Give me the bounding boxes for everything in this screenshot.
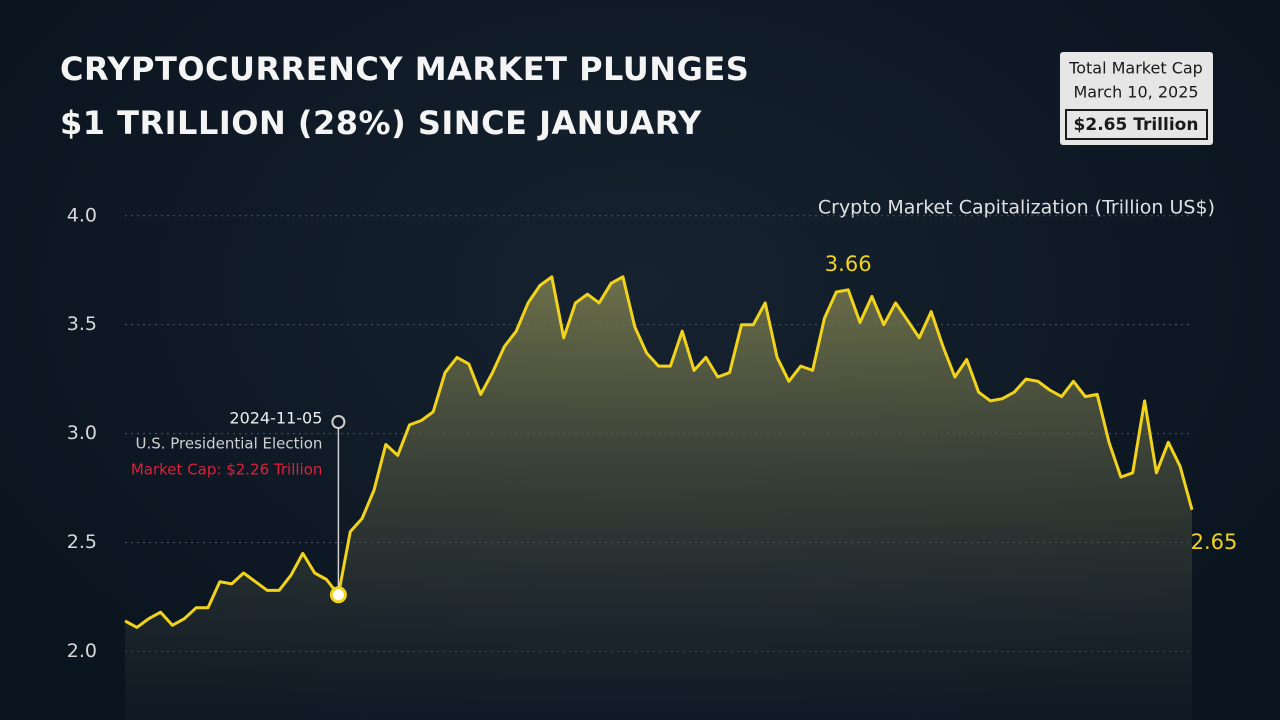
info-box: Total Market Cap March 10, 2025 $2.65 Tr… bbox=[1060, 52, 1213, 145]
annotation-event: U.S. Presidential Election bbox=[135, 435, 322, 453]
data-label: 2.65 bbox=[1191, 530, 1238, 554]
info-box-bg bbox=[1060, 52, 1213, 145]
info-title: Total Market Cap bbox=[1068, 59, 1203, 78]
info-value-frame bbox=[1065, 109, 1208, 140]
area bbox=[125, 276, 1192, 720]
info-date: March 10, 2025 bbox=[1073, 83, 1198, 102]
y-axis-label: Crypto Market Capitalization (Trillion U… bbox=[818, 197, 1215, 219]
y-tick-label: 2.0 bbox=[67, 640, 97, 662]
chart-title: CRYPTOCURRENCY MARKET PLUNGES $1 TRILLIO… bbox=[60, 50, 750, 142]
info-value: $2.65 Trillion bbox=[1074, 115, 1199, 135]
y-tick-label: 3.0 bbox=[67, 422, 97, 444]
y-tick-label: 3.5 bbox=[67, 313, 97, 335]
line bbox=[124, 275, 1194, 629]
annotation-dot bbox=[331, 415, 346, 429]
y-tick-label: 4.0 bbox=[67, 204, 97, 226]
annotation-date: 2024-11-05 bbox=[229, 409, 322, 428]
data-label: 3.66 bbox=[825, 252, 872, 276]
annotation-text: Market Cap: $2.26 Trillion bbox=[131, 461, 323, 479]
y-tick-label: 2.5 bbox=[67, 531, 97, 553]
event-marker bbox=[329, 586, 347, 604]
